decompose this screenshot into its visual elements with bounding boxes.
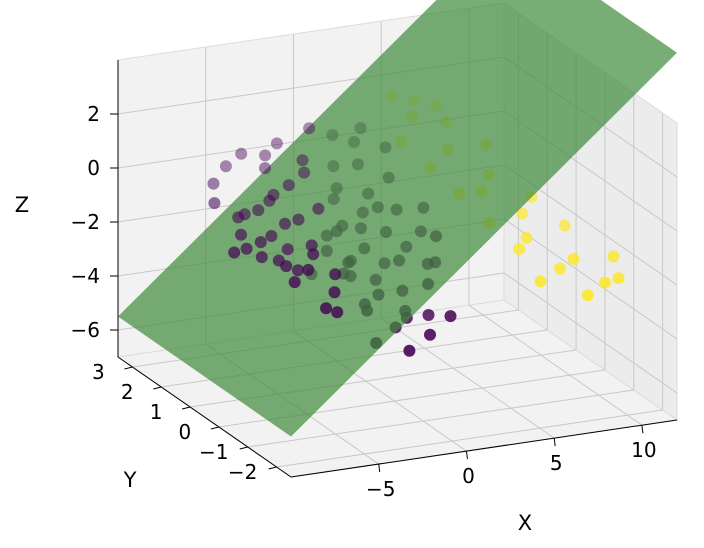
y-tick [124, 366, 133, 370]
grid-x-floor [380, 317, 555, 439]
point-class1 [607, 250, 620, 263]
y-tick-label: 2 [121, 380, 134, 404]
point-class0 [207, 177, 220, 190]
point-class1 [558, 219, 571, 232]
y-tick [153, 386, 162, 390]
x-tick-label: 0 [462, 464, 475, 488]
point-class1 [516, 207, 529, 220]
point-class0 [328, 286, 341, 299]
point-class0 [240, 242, 253, 255]
z-tick-label: −4 [71, 264, 100, 288]
point-class1 [612, 272, 625, 285]
grid-y-floor [276, 409, 663, 468]
point-class0 [238, 208, 251, 221]
y-tick-label: 0 [179, 420, 192, 444]
x-tick-label: −5 [366, 477, 395, 501]
x-tick [378, 463, 381, 473]
y-axis-label: Y [123, 468, 137, 492]
point-class0 [259, 149, 272, 162]
x-tick [465, 451, 468, 460]
point-class0 [424, 328, 436, 341]
grid-z-side [503, 218, 678, 340]
grid-x-floor [468, 304, 643, 426]
x-tick [641, 425, 644, 434]
grid-z-side [503, 272, 678, 394]
z-tick-label: 0 [87, 156, 100, 180]
point-class1 [581, 289, 594, 302]
point-class0 [292, 264, 304, 277]
point-class0 [263, 194, 276, 207]
point-class0 [235, 228, 247, 241]
z-tick-label: −6 [71, 318, 100, 342]
point-class0 [403, 344, 416, 357]
point-class0 [208, 197, 221, 210]
y-tick-label: 3 [92, 360, 105, 384]
axis-lines [110, 60, 678, 478]
point-class0 [259, 162, 271, 175]
point-class1 [567, 253, 580, 265]
x-axis-line [290, 419, 678, 478]
point-class0 [329, 268, 342, 281]
point-class0 [288, 276, 301, 289]
point-class0 [279, 217, 291, 230]
z-tick-label: −2 [71, 210, 100, 234]
point-class0 [320, 302, 333, 315]
point-class0 [228, 246, 241, 259]
point-class0 [254, 236, 267, 249]
point-class1 [598, 276, 611, 289]
y-axis-line [117, 356, 292, 478]
point-class0 [235, 147, 248, 160]
x-tick-label: 5 [550, 451, 563, 475]
point-class0 [331, 306, 344, 319]
decision-plane-layer [118, 0, 677, 437]
point-class0 [292, 213, 305, 226]
z-axis-label: Z [15, 193, 29, 217]
point-class1 [554, 262, 567, 275]
point-class1 [534, 275, 547, 288]
point-class0 [298, 166, 311, 179]
point-class0 [265, 230, 278, 242]
y-tick-label: 1 [150, 400, 163, 424]
y-tick-label: −1 [199, 440, 228, 464]
y-tick [239, 446, 248, 450]
point-class0 [272, 254, 285, 267]
point-class0 [305, 239, 318, 252]
grid-y-floor [247, 389, 634, 448]
y-tick [210, 426, 220, 430]
point-class0 [281, 243, 294, 256]
point-class0 [444, 310, 457, 323]
decision-plane [118, 0, 677, 437]
point-class0 [312, 202, 325, 215]
point-class0 [270, 137, 283, 150]
points-front-of-plane [207, 122, 344, 319]
point-class0 [302, 263, 315, 276]
z-tick-label: 2 [87, 102, 100, 126]
point-class0 [282, 179, 295, 192]
point-class0 [219, 160, 232, 173]
y-tick-label: −2 [228, 460, 257, 484]
point-class0 [252, 204, 265, 217]
point-class1 [520, 231, 533, 244]
x-tick [553, 438, 556, 447]
point-class1 [513, 243, 526, 255]
point-class0 [296, 154, 309, 167]
point-class0 [422, 309, 435, 321]
point-class0 [255, 251, 268, 264]
x-axis-label: X [518, 511, 532, 535]
point-class0 [307, 248, 320, 261]
x-tick-label: 10 [631, 438, 656, 462]
point-class0 [303, 122, 316, 135]
y-tick [181, 406, 191, 410]
y-tick [268, 466, 277, 470]
